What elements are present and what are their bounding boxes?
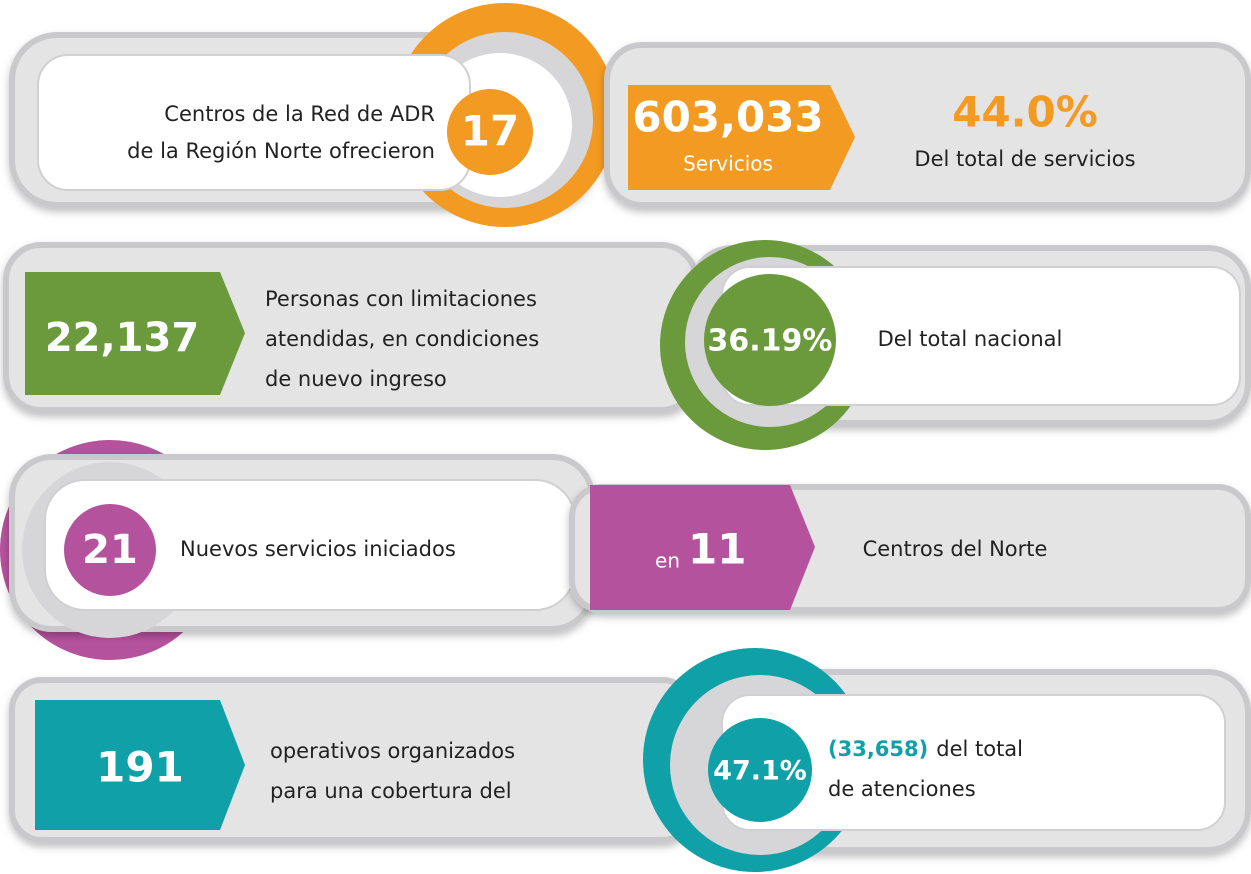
text-line: Centros de la Red de ADR [164, 102, 435, 126]
count-label: Nuevos servicios iniciados [180, 537, 456, 561]
percent-text: (33,658) del total [828, 737, 1023, 761]
percent-label: Del total de servicios [914, 147, 1135, 171]
highlight: (33,658) [828, 737, 928, 761]
count: 21 [82, 527, 138, 573]
percent-circle [708, 718, 812, 822]
prefix: en [655, 549, 680, 573]
text-line: Personas con limitaciones [265, 287, 537, 311]
number: 191 [96, 743, 184, 792]
arrow-box [25, 272, 245, 395]
number: 22,137 [45, 315, 199, 361]
count: 17 [461, 107, 519, 156]
text-line: operativos organizados [270, 739, 515, 763]
percent: 36.19% [708, 324, 833, 359]
count-circle [64, 504, 156, 596]
percent-label: Del total nacional [878, 327, 1063, 351]
arrow-box [628, 85, 855, 190]
text-line: de nuevo ingreso [265, 367, 447, 391]
number: 11 [688, 525, 746, 574]
percent: 47.1% [713, 756, 807, 787]
text-line: atendidas, en condiciones [265, 327, 539, 351]
arrow-box [590, 485, 815, 610]
number: 603,033 [632, 93, 823, 142]
count-circle [447, 89, 533, 175]
percent-label: de atenciones [828, 777, 976, 801]
text-line: de la Región Norte ofrecieron [127, 139, 435, 163]
number-label: Servicios [683, 152, 773, 176]
percent-label: del total [936, 737, 1023, 761]
percent-circle [704, 274, 836, 406]
arrow-box [35, 700, 245, 830]
text-line: para una cobertura del [270, 779, 512, 803]
number-label: Centros del Norte [863, 537, 1048, 561]
percent: 44.0% [952, 88, 1098, 137]
